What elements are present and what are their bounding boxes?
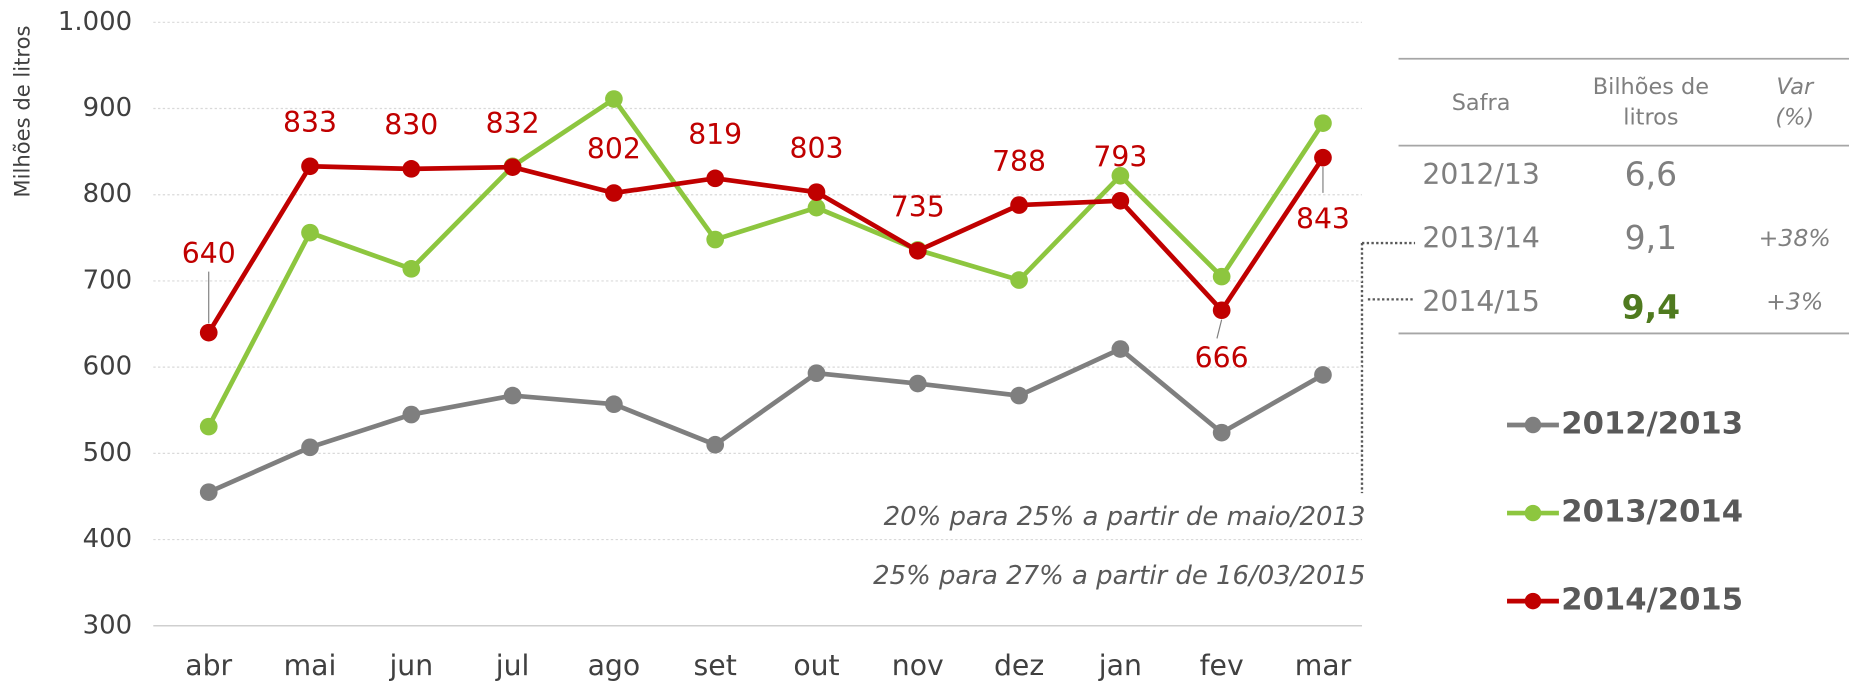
point <box>503 158 522 176</box>
annotation: 25% para 27% a partir de 16/03/2015 <box>873 561 1365 591</box>
table-cell: 9,4 <box>1622 287 1680 326</box>
legend-label: 2014/2015 <box>1561 583 1743 618</box>
point <box>402 405 421 424</box>
x-tick-label: ago <box>588 649 641 682</box>
point <box>1314 148 1332 167</box>
y-tick-label: 1.000 <box>58 7 132 37</box>
point <box>605 90 623 108</box>
point <box>402 260 421 278</box>
x-tick-label: jan <box>1098 649 1142 682</box>
point <box>706 230 725 249</box>
point <box>1212 267 1231 286</box>
annotation: 20% para 25% a partir de maio/2013 <box>884 502 1366 532</box>
point <box>1111 191 1130 210</box>
point <box>807 364 826 382</box>
point <box>1010 196 1028 214</box>
table-cell: 6,6 <box>1625 155 1678 194</box>
point <box>1212 423 1231 442</box>
data-label: 843 <box>1296 203 1350 236</box>
y-tick-label: 600 <box>83 352 132 382</box>
point <box>1111 340 1130 358</box>
point <box>807 183 826 201</box>
table-header: Safra <box>1452 90 1511 116</box>
x-tick-label: mai <box>284 649 337 682</box>
table-cell: +3% <box>1766 287 1823 315</box>
table-cell: 2013/14 <box>1422 222 1539 255</box>
point <box>605 184 623 202</box>
data-label: 640 <box>182 237 236 270</box>
legend-marker <box>1524 504 1542 522</box>
legend-label: 2013/2014 <box>1561 495 1743 530</box>
y-tick-label: 900 <box>83 93 132 123</box>
point <box>706 169 725 188</box>
point <box>503 386 522 405</box>
point <box>807 198 826 217</box>
point <box>199 483 218 501</box>
x-tick-label: nov <box>892 649 944 682</box>
point <box>1212 301 1231 320</box>
point <box>1010 386 1028 405</box>
point <box>199 417 218 436</box>
point <box>402 160 421 178</box>
table-cell: 9,1 <box>1625 218 1678 257</box>
point <box>1111 166 1130 185</box>
y-tick-label: 300 <box>83 610 132 640</box>
line <box>207 346 1325 495</box>
data-label: 788 <box>992 145 1046 178</box>
y-tick-label: 700 <box>83 265 132 295</box>
table-header: Var (%) <box>1775 73 1815 129</box>
table-cell: 2014/15 <box>1422 285 1539 318</box>
x-tick-label: jun <box>388 649 433 682</box>
x-tick-label: set <box>694 649 737 682</box>
line <box>206 156 1325 334</box>
point <box>706 435 725 454</box>
x-tick-label: out <box>793 649 839 682</box>
data-label: 832 <box>486 107 540 140</box>
table-cell: +38% <box>1759 224 1831 252</box>
point <box>301 157 319 176</box>
y-tick-label: 800 <box>83 179 132 209</box>
connector <box>1360 241 1416 494</box>
data-label: 819 <box>688 118 742 151</box>
y-axis-label: Milhões de litros <box>10 25 35 197</box>
x-tick-label: fev <box>1200 649 1244 682</box>
y-tick-label: 500 <box>83 438 132 468</box>
data-label: 735 <box>891 191 945 224</box>
legend-marker <box>1524 416 1542 434</box>
table-cell: 2012/13 <box>1422 158 1539 191</box>
x-tick-label: dez <box>994 649 1044 682</box>
line <box>206 95 1325 428</box>
point <box>1010 271 1028 289</box>
x-tick-label: mar <box>1295 649 1352 682</box>
point <box>605 395 623 414</box>
data-label: 803 <box>789 132 843 165</box>
data-label: 666 <box>1195 342 1249 375</box>
table-header: Bilhões de litros <box>1593 73 1709 129</box>
legend-marker <box>1524 592 1542 610</box>
point <box>908 241 927 260</box>
data-label: 833 <box>283 106 337 139</box>
point <box>199 323 218 342</box>
point <box>1314 366 1332 384</box>
data-label: 830 <box>384 109 438 142</box>
data-label: 793 <box>1093 141 1147 174</box>
data-label: 802 <box>587 133 641 166</box>
x-tick-label: abr <box>185 649 232 682</box>
point <box>908 374 927 393</box>
leader <box>1216 319 1223 339</box>
y-tick-label: 400 <box>83 524 132 554</box>
legend-label: 2012/2013 <box>1561 407 1743 442</box>
point <box>1314 114 1332 132</box>
point <box>301 223 319 242</box>
x-tick-label: jul <box>495 649 530 682</box>
point <box>301 438 319 457</box>
